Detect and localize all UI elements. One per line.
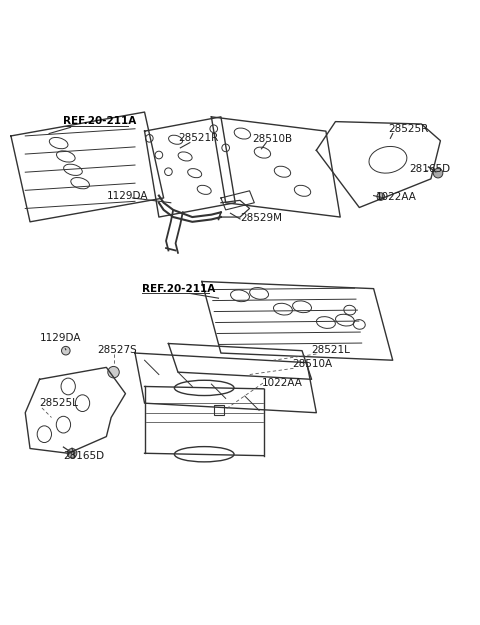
Text: REF.20-211A: REF.20-211A <box>142 284 216 294</box>
Text: 1022AA: 1022AA <box>376 192 417 202</box>
Text: 28521L: 28521L <box>312 344 350 354</box>
Text: 28521R: 28521R <box>178 133 218 143</box>
Text: 28510B: 28510B <box>252 134 292 144</box>
Text: 1022AA: 1022AA <box>262 378 302 388</box>
Text: 1129DA: 1129DA <box>39 333 81 343</box>
Text: 28529M: 28529M <box>240 213 282 223</box>
Text: 28165D: 28165D <box>63 451 105 461</box>
Text: 28525R: 28525R <box>388 124 428 134</box>
Circle shape <box>67 449 77 458</box>
Circle shape <box>433 168 443 178</box>
Circle shape <box>377 192 384 201</box>
Text: REF.20-211A: REF.20-211A <box>63 116 137 126</box>
Circle shape <box>108 366 119 378</box>
Text: 28525L: 28525L <box>39 398 78 408</box>
Text: 28510A: 28510A <box>292 359 333 369</box>
Text: 1129DA: 1129DA <box>107 191 148 201</box>
Text: 28165D: 28165D <box>409 164 451 174</box>
Circle shape <box>61 346 70 355</box>
Text: 28527S: 28527S <box>97 344 137 354</box>
